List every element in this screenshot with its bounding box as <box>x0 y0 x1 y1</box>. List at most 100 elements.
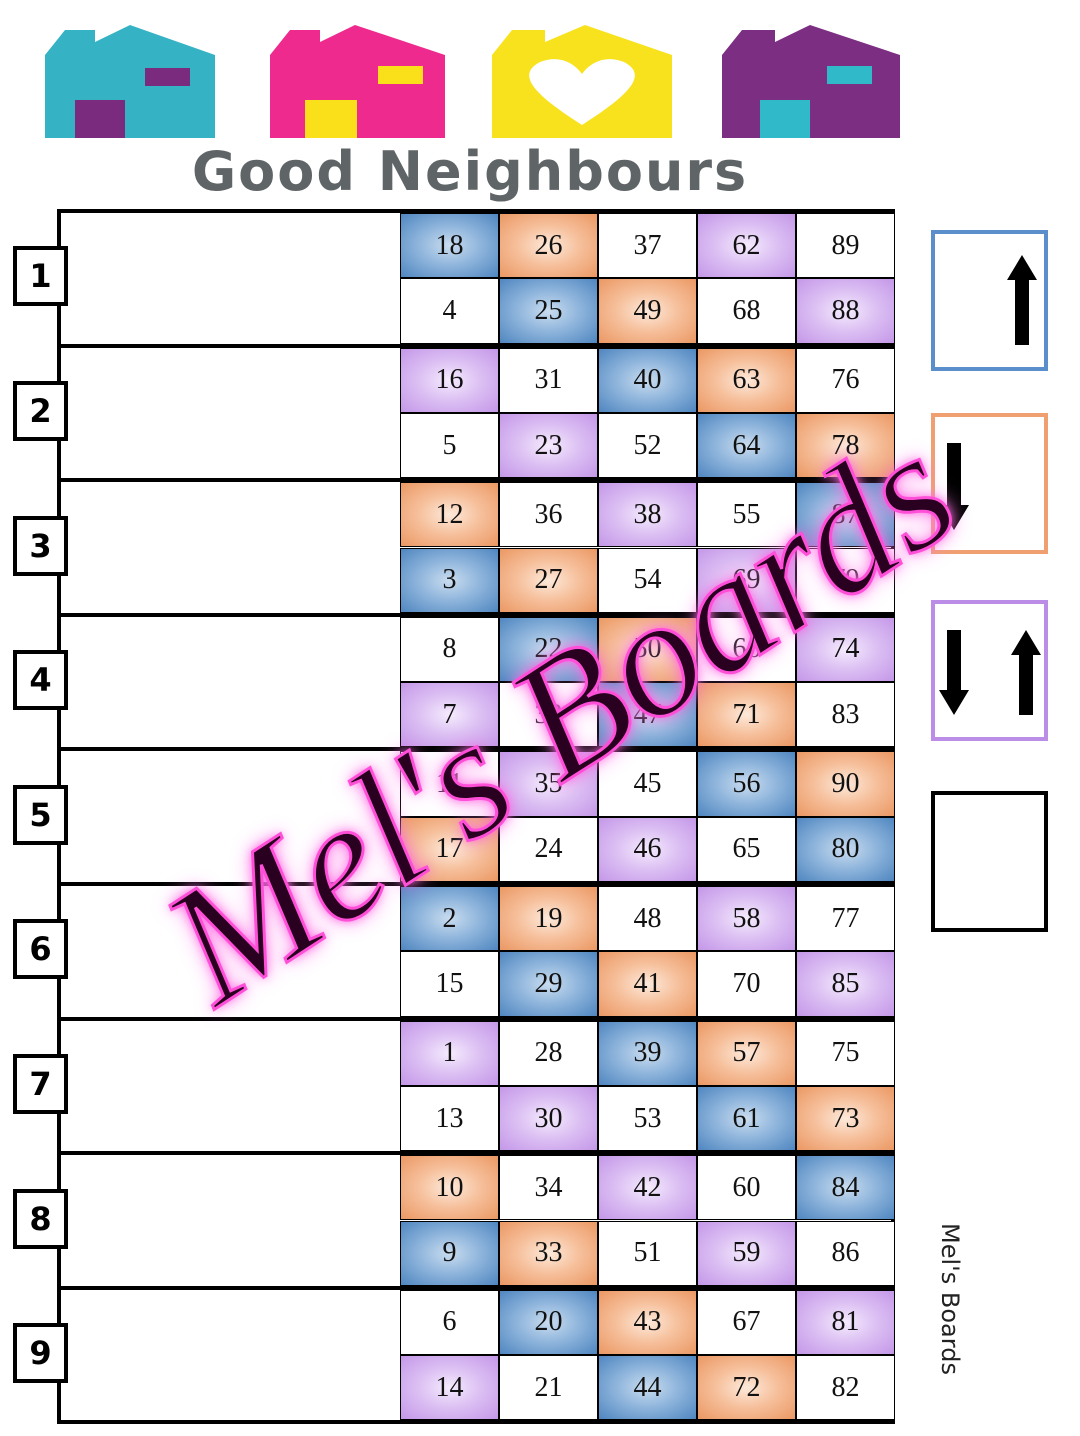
number-cell: 32 <box>499 682 598 748</box>
number-cell: 86 <box>796 1220 895 1286</box>
number-cell: 38 <box>598 482 697 548</box>
number-cell: 61 <box>697 1085 796 1152</box>
number-cell: 11 <box>400 751 499 817</box>
row-number: 8 <box>13 1188 68 1249</box>
number-cell: 76 <box>796 347 895 413</box>
number-cell: 85 <box>796 951 895 1017</box>
row-number: 6 <box>13 919 68 980</box>
number-cell: 27 <box>499 547 598 613</box>
row-number: 1 <box>13 246 68 307</box>
number-cell: 3 <box>400 547 499 613</box>
number-cell: 8 <box>400 616 499 683</box>
number-cell: 67 <box>697 1289 796 1356</box>
number-cell: 16 <box>400 347 499 413</box>
row-number: 9 <box>13 1323 68 1384</box>
legend-box-blue <box>931 230 1048 371</box>
number-cell: 79 <box>796 547 895 613</box>
number-cell: 60 <box>697 1155 796 1221</box>
number-cell: 66 <box>697 616 796 683</box>
number-cell: 48 <box>598 886 697 952</box>
number-cell: 29 <box>499 951 598 1017</box>
house-pink <box>270 25 445 138</box>
number-cell: 43 <box>598 1289 697 1356</box>
number-cell: 88 <box>796 278 895 344</box>
number-cell: 26 <box>499 213 598 279</box>
number-cell: 57 <box>697 1020 796 1086</box>
house-yellow <box>492 25 672 138</box>
number-cell: 72 <box>697 1355 796 1421</box>
number-cell: 70 <box>697 951 796 1017</box>
number-cell: 58 <box>697 886 796 952</box>
number-cell: 13 <box>400 1085 499 1152</box>
row-number: 7 <box>13 1053 68 1114</box>
number-cell: 33 <box>499 1220 598 1286</box>
number-cell: 75 <box>796 1020 895 1086</box>
number-cell: 64 <box>697 412 796 479</box>
number-cell: 36 <box>499 482 598 548</box>
arrow-up <box>1007 255 1037 345</box>
number-cell: 4 <box>400 278 499 344</box>
number-cell: 73 <box>796 1085 895 1152</box>
arrow-down <box>939 443 969 530</box>
number-cell: 46 <box>598 816 697 882</box>
number-cell: 23 <box>499 412 598 479</box>
number-cell: 87 <box>796 482 895 548</box>
number-cell: 78 <box>796 412 895 479</box>
number-cell: 7 <box>400 682 499 748</box>
row-number: 4 <box>13 650 68 711</box>
number-cell: 65 <box>697 816 796 882</box>
number-cell: 31 <box>499 347 598 413</box>
number-cell: 83 <box>796 682 895 748</box>
number-cell: 10 <box>400 1155 499 1221</box>
number-cell: 45 <box>598 751 697 817</box>
number-cell: 9 <box>400 1220 499 1286</box>
number-cell: 74 <box>796 616 895 683</box>
number-cell: 50 <box>598 616 697 683</box>
number-cell: 42 <box>598 1155 697 1221</box>
number-cell: 21 <box>499 1355 598 1421</box>
title: Good Neighbours <box>191 140 749 203</box>
row-number: 2 <box>13 380 68 441</box>
number-cell: 34 <box>499 1155 598 1221</box>
number-cell: 62 <box>697 213 796 279</box>
number-cell: 89 <box>796 213 895 279</box>
legend-box-blank <box>931 791 1048 932</box>
number-cell: 82 <box>796 1355 895 1421</box>
number-cell: 53 <box>598 1085 697 1152</box>
number-cell: 19 <box>499 886 598 952</box>
legend <box>931 230 1048 932</box>
number-cell: 2 <box>400 886 499 952</box>
number-cell: 54 <box>598 547 697 613</box>
number-cell: 77 <box>796 886 895 952</box>
number-cell: 69 <box>697 547 796 613</box>
number-cell: 51 <box>598 1220 697 1286</box>
number-cell: 37 <box>598 213 697 279</box>
arrow-up <box>1011 630 1041 715</box>
number-cell: 25 <box>499 278 598 344</box>
number-cell: 12 <box>400 482 499 548</box>
number-cell: 39 <box>598 1020 697 1086</box>
number-cell: 80 <box>796 816 895 882</box>
number-cell: 63 <box>697 347 796 413</box>
number-cell: 52 <box>598 412 697 479</box>
number-cell: 15 <box>400 951 499 1017</box>
number-cell: 14 <box>400 1355 499 1421</box>
number-cell: 5 <box>400 412 499 479</box>
number-cell: 84 <box>796 1155 895 1221</box>
number-cell: 35 <box>499 751 598 817</box>
number-cell: 47 <box>598 682 697 748</box>
number-cell: 18 <box>400 213 499 279</box>
number-cell: 49 <box>598 278 697 344</box>
number-cell: 17 <box>400 816 499 882</box>
number-cell: 24 <box>499 816 598 882</box>
row-number: 3 <box>13 515 68 576</box>
number-cell: 81 <box>796 1289 895 1356</box>
arrow-down <box>939 630 969 715</box>
number-cell: 1 <box>400 1020 499 1086</box>
number-cell: 20 <box>499 1289 598 1356</box>
number-cell: 55 <box>697 482 796 548</box>
number-cell: 40 <box>598 347 697 413</box>
house-teal <box>45 25 215 138</box>
number-cell: 59 <box>697 1220 796 1286</box>
